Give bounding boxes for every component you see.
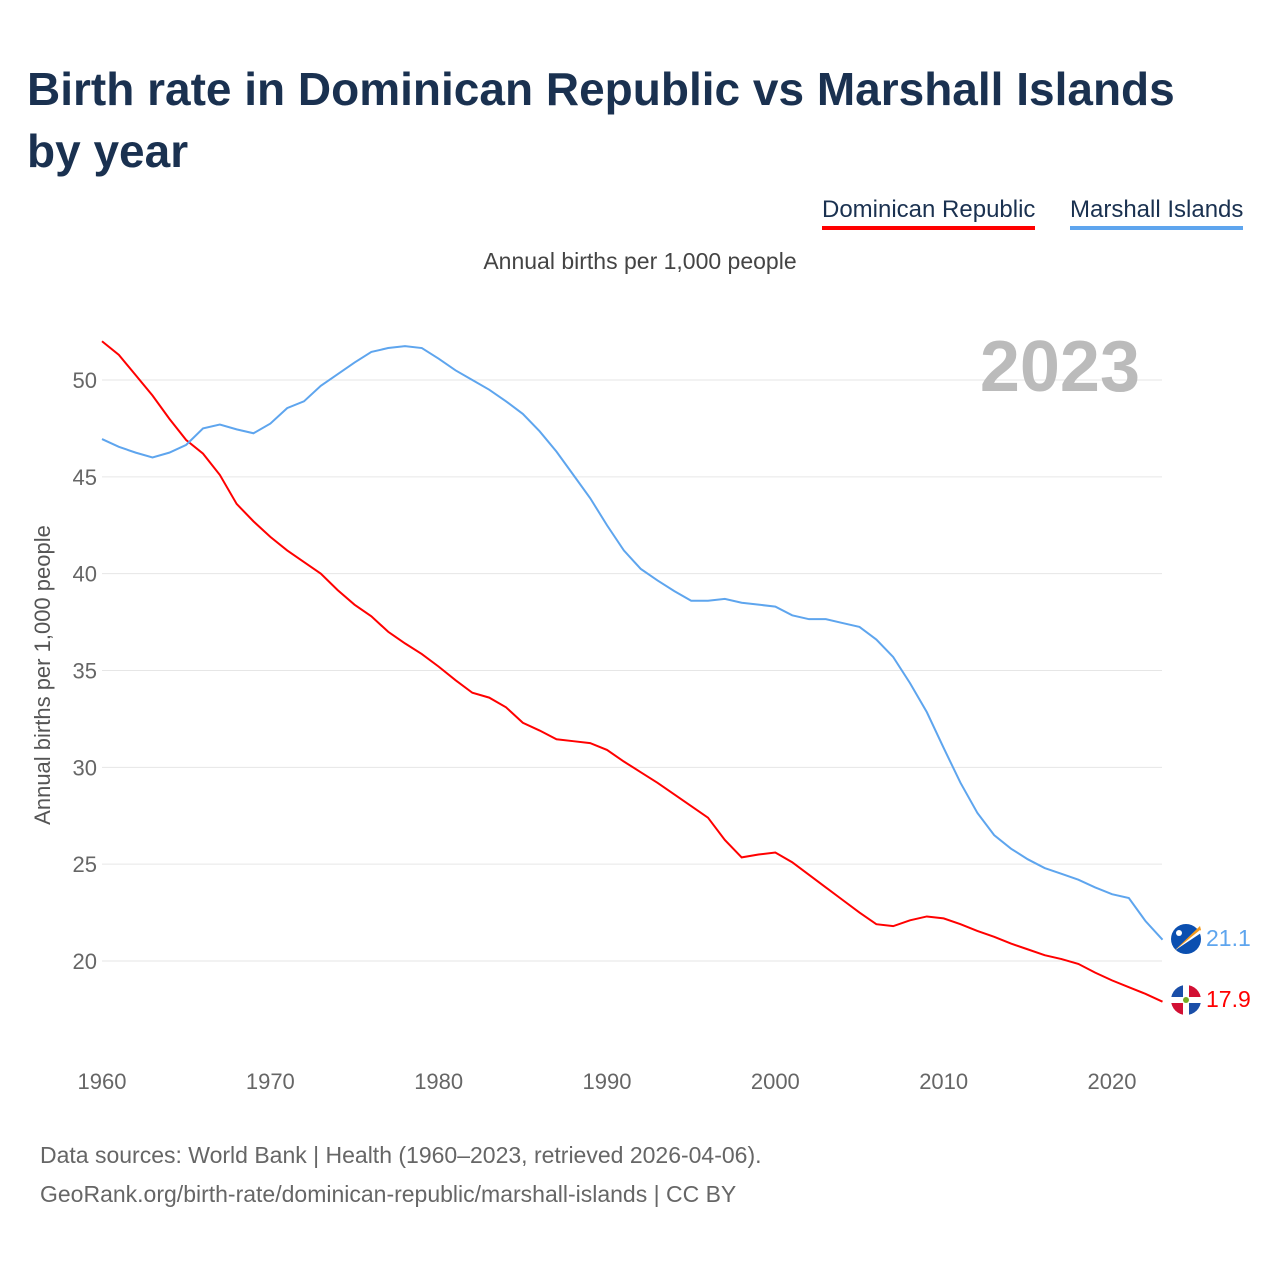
legend-marshall-islands[interactable]: Marshall Islands (1070, 196, 1244, 230)
y-tick-label: 45 (73, 465, 97, 490)
chart-subtitle: Annual births per 1,000 people (483, 248, 797, 274)
y-tick-label: 35 (73, 659, 97, 684)
y-tick-label: 50 (73, 368, 97, 393)
y-tick-label: 25 (73, 852, 97, 877)
dominican-republic-end-value: 17.9 (1206, 986, 1251, 1012)
chart-title: Birth rate in Dominican Republic vs Mars… (27, 63, 1175, 177)
source-url[interactable]: GeoRank.org/birth-rate/dominican-republi… (40, 1181, 737, 1207)
series-line-dominican-republic (101, 340, 1163, 1003)
y-tick-label: 30 (73, 755, 97, 780)
legend-dominican-republic[interactable]: Dominican Republic (822, 196, 1036, 230)
line-chart: 20 25 30 35 40 45 50 1960 1970 1980 1990 2000 2010 20… (30, 327, 1251, 1094)
y-axis-label: Annual births per 1,000 people (30, 525, 55, 825)
x-tick-label: 1970 (246, 1069, 295, 1094)
x-tick-label: 2020 (1088, 1069, 1137, 1094)
marshall-islands-end-value: 21.1 (1206, 925, 1251, 951)
source-text: Data sources: World Bank | Health (1960–… (40, 1142, 762, 1168)
footer: Data sources: World Bank | Health (1960–… (40, 1136, 762, 1214)
y-tick-label: 40 (73, 562, 97, 587)
x-tick-label: 1990 (583, 1069, 632, 1094)
year-label: 2023 (980, 327, 1140, 407)
y-tick-label: 20 (73, 949, 97, 974)
series-line-marshall-islands (101, 345, 1164, 941)
marshall-islands-flag-icon (1171, 924, 1201, 954)
x-tick-label: 2000 (751, 1069, 800, 1094)
x-tick-label: 2010 (919, 1069, 968, 1094)
dominican-republic-flag-icon (1171, 985, 1201, 1015)
x-tick-label: 1980 (414, 1069, 463, 1094)
x-tick-label: 1960 (78, 1069, 127, 1094)
